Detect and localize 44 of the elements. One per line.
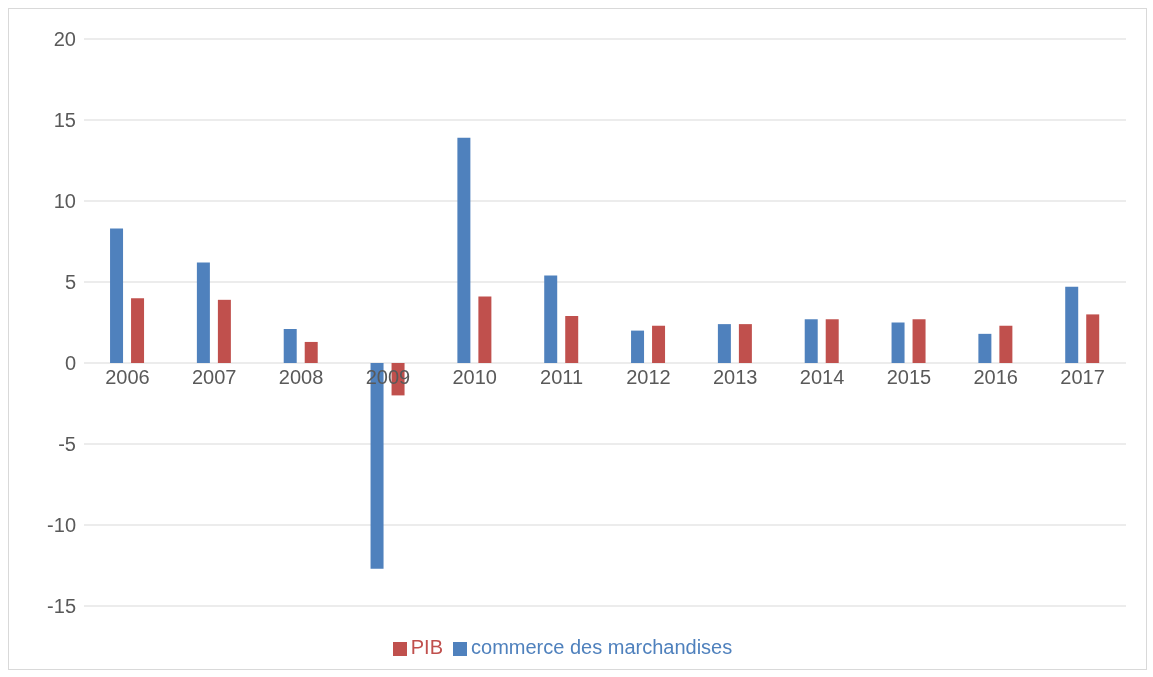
- x-tick-label: 2014: [799, 366, 845, 389]
- x-tick-label: 2013: [713, 366, 758, 389]
- bar: [912, 319, 926, 363]
- y-tick-label: 5: [64, 271, 76, 294]
- bar: [804, 319, 818, 363]
- bar: [999, 325, 1013, 363]
- x-tick-label: 2015: [886, 366, 932, 389]
- bar: [217, 299, 231, 363]
- bar: [1065, 286, 1079, 363]
- y-tick-label: -10: [47, 514, 76, 537]
- x-tick-label: 2007: [192, 366, 237, 389]
- bar: [891, 322, 905, 363]
- bar: [478, 296, 492, 363]
- bar: [283, 328, 297, 363]
- bar: [1086, 314, 1100, 363]
- legend-label: PIB: [410, 636, 444, 658]
- bar: [304, 341, 318, 363]
- x-tick-label: 2010: [452, 366, 497, 389]
- x-tick-label: 2008: [278, 366, 324, 389]
- y-tick-label: 20: [53, 28, 76, 51]
- x-tick-label: 2006: [105, 366, 150, 389]
- y-tick-label: 0: [64, 352, 76, 375]
- bar: [131, 298, 145, 363]
- bar: [652, 325, 666, 363]
- bar: [825, 319, 839, 363]
- bar: [631, 330, 645, 363]
- legend-label: commerce des marchandises: [471, 636, 733, 658]
- y-tick-label: 15: [53, 109, 76, 132]
- bar: [196, 262, 210, 363]
- x-tick-label: 2017: [1060, 366, 1105, 389]
- bar: [978, 333, 992, 363]
- y-tick-label: -15: [47, 595, 76, 618]
- bar: [544, 275, 558, 363]
- bar: [565, 316, 579, 363]
- bar: [457, 137, 471, 363]
- bar: [738, 324, 752, 363]
- x-tick-label: 2012: [626, 366, 671, 389]
- x-tick-label: 2011: [540, 366, 584, 389]
- bar: [110, 228, 124, 363]
- x-tick-label: 2016: [973, 366, 1018, 389]
- x-tick-label: 2009: [365, 366, 411, 389]
- y-tick-label: 10: [53, 190, 76, 213]
- bar: [717, 324, 731, 363]
- y-tick-label: -5: [58, 433, 76, 456]
